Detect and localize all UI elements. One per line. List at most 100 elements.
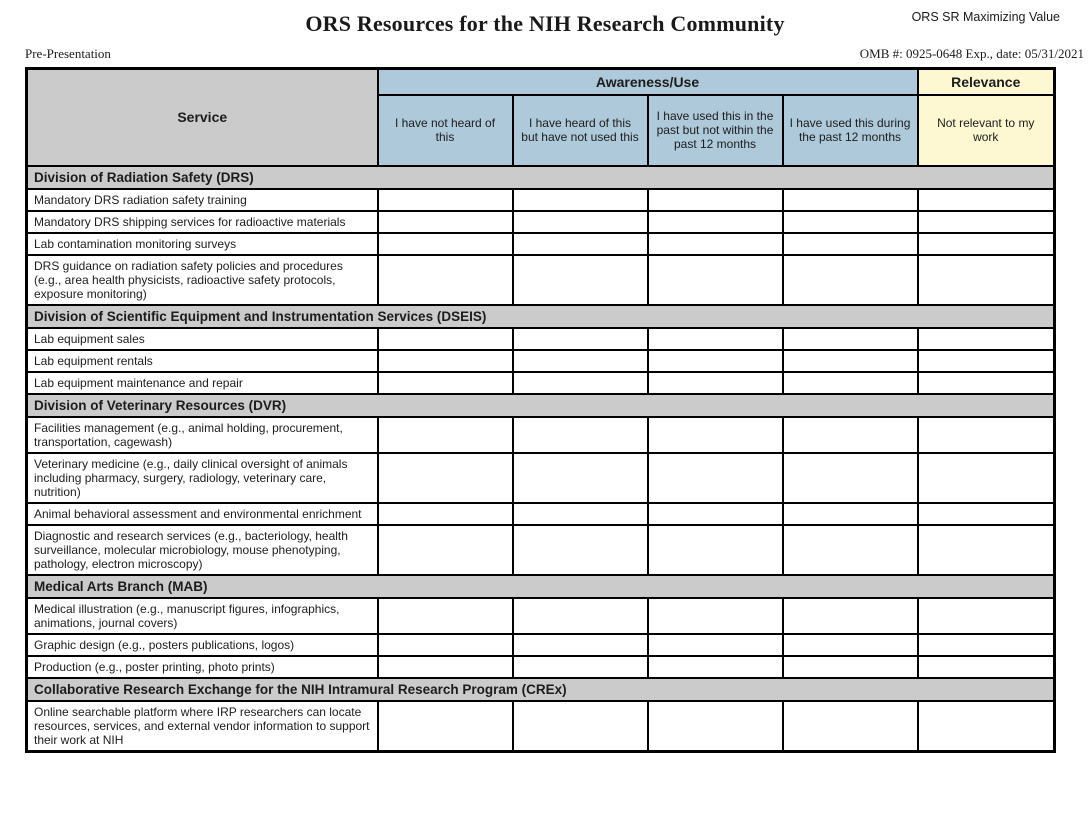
service-row: Mandatory DRS shipping services for radi…	[25, 209, 1056, 234]
answer-cell-s4-r0-c0[interactable]	[376, 699, 514, 752]
answer-cell-s2-r0-c2[interactable]	[646, 415, 784, 454]
service-row: Animal behavioral assessment and environ…	[25, 501, 1056, 526]
service-label: Lab equipment sales	[25, 326, 379, 351]
answer-cell-s0-r2-c0[interactable]	[376, 231, 514, 256]
response-column-header-3: I have used this during the past 12 mont…	[781, 93, 919, 167]
survey-table: Service Awareness/Use Relevance I have n…	[25, 67, 1056, 753]
answer-cell-s2-r3-c0[interactable]	[376, 523, 514, 576]
service-row: Diagnostic and research services (e.g., …	[25, 523, 1056, 576]
answer-cell-s2-r2-c0[interactable]	[376, 501, 514, 526]
answer-cell-s0-r0-c3[interactable]	[781, 187, 919, 212]
section-row: Division of Scientific Equipment and Ins…	[25, 303, 1056, 329]
answer-cell-s0-r0-c1[interactable]	[511, 187, 649, 212]
answer-cell-s0-r1-c2[interactable]	[646, 209, 784, 234]
answer-cell-s1-r1-c1[interactable]	[511, 348, 649, 373]
answer-cell-s3-r2-c2[interactable]	[646, 654, 784, 679]
service-row: DRS guidance on radiation safety policie…	[25, 253, 1056, 306]
answer-cell-s0-r3-c0[interactable]	[376, 253, 514, 306]
answer-cell-s0-r3-c2[interactable]	[646, 253, 784, 306]
answer-cell-s1-r2-c0[interactable]	[376, 370, 514, 395]
answer-cell-s0-r2-c4[interactable]	[916, 231, 1056, 256]
answer-cell-s1-r1-c3[interactable]	[781, 348, 919, 373]
answer-cell-s2-r0-c4[interactable]	[916, 415, 1056, 454]
service-label: Online searchable platform where IRP res…	[25, 699, 379, 752]
answer-cell-s2-r3-c4[interactable]	[916, 523, 1056, 576]
answer-cell-s0-r0-c0[interactable]	[376, 187, 514, 212]
service-label: Lab contamination monitoring surveys	[25, 231, 379, 256]
answer-cell-s2-r2-c3[interactable]	[781, 501, 919, 526]
answer-cell-s1-r1-c0[interactable]	[376, 348, 514, 373]
answer-cell-s2-r2-c4[interactable]	[916, 501, 1056, 526]
answer-cell-s4-r0-c3[interactable]	[781, 699, 919, 752]
answer-cell-s2-r3-c2[interactable]	[646, 523, 784, 576]
answer-cell-s3-r0-c3[interactable]	[781, 596, 919, 635]
answer-cell-s1-r2-c3[interactable]	[781, 370, 919, 395]
service-row: Graphic design (e.g., posters publicatio…	[25, 632, 1056, 657]
answer-cell-s3-r1-c3[interactable]	[781, 632, 919, 657]
answer-cell-s2-r1-c3[interactable]	[781, 451, 919, 504]
answer-cell-s2-r1-c0[interactable]	[376, 451, 514, 504]
service-row: Lab equipment rentals	[25, 348, 1056, 373]
answer-cell-s4-r0-c1[interactable]	[511, 699, 649, 752]
answer-cell-s3-r1-c4[interactable]	[916, 632, 1056, 657]
answer-cell-s3-r1-c2[interactable]	[646, 632, 784, 657]
answer-cell-s2-r0-c3[interactable]	[781, 415, 919, 454]
answer-cell-s0-r2-c1[interactable]	[511, 231, 649, 256]
answer-cell-s1-r0-c2[interactable]	[646, 326, 784, 351]
answer-cell-s2-r1-c1[interactable]	[511, 451, 649, 504]
answer-cell-s0-r3-c3[interactable]	[781, 253, 919, 306]
answer-cell-s3-r0-c0[interactable]	[376, 596, 514, 635]
service-label: Lab equipment rentals	[25, 348, 379, 373]
answer-cell-s3-r0-c2[interactable]	[646, 596, 784, 635]
answer-cell-s1-r2-c4[interactable]	[916, 370, 1056, 395]
answer-cell-s3-r0-c1[interactable]	[511, 596, 649, 635]
answer-cell-s3-r0-c4[interactable]	[916, 596, 1056, 635]
service-label: Graphic design (e.g., posters publicatio…	[25, 632, 379, 657]
answer-cell-s4-r0-c4[interactable]	[916, 699, 1056, 752]
answer-cell-s0-r3-c4[interactable]	[916, 253, 1056, 306]
answer-cell-s0-r2-c3[interactable]	[781, 231, 919, 256]
answer-cell-s2-r2-c2[interactable]	[646, 501, 784, 526]
answer-cell-s2-r0-c0[interactable]	[376, 415, 514, 454]
answer-cell-s1-r0-c3[interactable]	[781, 326, 919, 351]
answer-cell-s1-r0-c4[interactable]	[916, 326, 1056, 351]
service-label: DRS guidance on radiation safety policie…	[25, 253, 379, 306]
meta-row: Pre-Presentation OMB #: 0925-0648 Exp., …	[25, 46, 1084, 62]
answer-cell-s3-r2-c4[interactable]	[916, 654, 1056, 679]
answer-cell-s3-r1-c0[interactable]	[376, 632, 514, 657]
answer-cell-s0-r1-c1[interactable]	[511, 209, 649, 234]
answer-cell-s0-r0-c4[interactable]	[916, 187, 1056, 212]
answer-cell-s3-r2-c0[interactable]	[376, 654, 514, 679]
service-row: Lab equipment sales	[25, 326, 1056, 351]
section-title: Division of Radiation Safety (DRS)	[25, 164, 1056, 190]
answer-cell-s0-r1-c4[interactable]	[916, 209, 1056, 234]
answer-cell-s0-r1-c3[interactable]	[781, 209, 919, 234]
service-label: Medical illustration (e.g., manuscript f…	[25, 596, 379, 635]
response-column-header-4: Not relevant to my work	[916, 93, 1056, 167]
answer-cell-s0-r1-c0[interactable]	[376, 209, 514, 234]
answer-cell-s2-r1-c2[interactable]	[646, 451, 784, 504]
answer-cell-s4-r0-c2[interactable]	[646, 699, 784, 752]
answer-cell-s2-r1-c4[interactable]	[916, 451, 1056, 504]
answer-cell-s1-r1-c4[interactable]	[916, 348, 1056, 373]
answer-cell-s1-r0-c0[interactable]	[376, 326, 514, 351]
answer-cell-s3-r2-c3[interactable]	[781, 654, 919, 679]
answer-cell-s1-r0-c1[interactable]	[511, 326, 649, 351]
answer-cell-s3-r1-c1[interactable]	[511, 632, 649, 657]
service-row: Mandatory DRS radiation safety training	[25, 187, 1056, 212]
answer-cell-s1-r2-c1[interactable]	[511, 370, 649, 395]
answer-cell-s0-r2-c2[interactable]	[646, 231, 784, 256]
response-header-row: I have not heard of this I have heard of …	[27, 93, 1056, 167]
answer-cell-s0-r0-c2[interactable]	[646, 187, 784, 212]
service-label: Mandatory DRS radiation safety training	[25, 187, 379, 212]
answer-cell-s3-r2-c1[interactable]	[511, 654, 649, 679]
answer-cell-s1-r2-c2[interactable]	[646, 370, 784, 395]
answer-cell-s1-r1-c2[interactable]	[646, 348, 784, 373]
service-row: Facilities management (e.g., animal hold…	[25, 415, 1056, 454]
answer-cell-s2-r3-c3[interactable]	[781, 523, 919, 576]
answer-cell-s2-r0-c1[interactable]	[511, 415, 649, 454]
omb-label: OMB #: 0925-0648 Exp., date: 05/31/2021	[859, 46, 1084, 61]
answer-cell-s2-r3-c1[interactable]	[511, 523, 649, 576]
answer-cell-s0-r3-c1[interactable]	[511, 253, 649, 306]
answer-cell-s2-r2-c1[interactable]	[511, 501, 649, 526]
